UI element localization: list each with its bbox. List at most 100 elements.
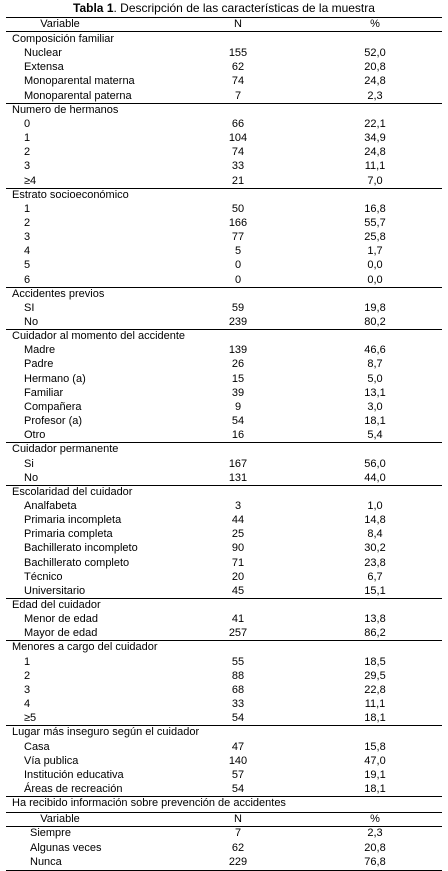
row-n: 15 [231, 372, 245, 385]
row-label: 6 [24, 273, 31, 286]
row-label: Monoparental paterna [24, 89, 132, 102]
row-pct: 13,1 [364, 386, 386, 399]
row-pct: 1,7 [367, 245, 383, 258]
row-n: 71 [231, 556, 245, 569]
row-label: Universitario [24, 584, 86, 597]
row-pct: 5,0 [367, 372, 383, 385]
row-pct: 2,3 [367, 827, 383, 840]
header-variable: Variable [40, 18, 80, 30]
row-pct: 3,0 [367, 400, 383, 413]
section-label: Edad del cuidador [12, 599, 101, 611]
rule [6, 796, 442, 798]
row-label: 3 [24, 683, 31, 696]
row-n: 47 [231, 740, 245, 753]
row-label: Siempre [30, 827, 71, 840]
row-n: 7 [234, 827, 242, 840]
row-pct: 18,1 [364, 782, 386, 795]
rule [6, 286, 442, 288]
row-label: Bachillerato completo [24, 556, 130, 569]
row-n: 5 [234, 245, 242, 258]
row-n: 44 [231, 514, 245, 527]
row-label: Áreas de recreación [24, 782, 123, 795]
row-n: 25 [231, 528, 245, 541]
row-n: 9 [234, 400, 242, 413]
row-label: Vía publica [24, 754, 79, 767]
section-label: Estrato socioeconómico [12, 188, 129, 201]
row-pct: 15,8 [364, 740, 386, 753]
row-label: 5 [24, 259, 31, 272]
row-pct: 1,0 [367, 499, 383, 512]
row-label: Analfabeta [24, 499, 77, 512]
section-label: Composición familiar [12, 33, 115, 45]
row-label: ≥4 [24, 174, 37, 187]
row-pct: 8,7 [367, 358, 383, 371]
row-label: Menor de edad [24, 613, 98, 626]
row-label: Compañera [24, 400, 82, 413]
title-label: Tabla 1 [73, 1, 114, 15]
row-pct: 24,8 [364, 75, 386, 88]
row-n: 50 [231, 202, 245, 215]
header-n: N [234, 813, 242, 826]
row-pct: 30,2 [364, 542, 386, 555]
row-pct: 6,7 [367, 570, 383, 583]
row-label: Algunas veces [30, 841, 102, 854]
row-pct: 11,1 [364, 698, 386, 711]
row-label: Primaria incompleta [24, 514, 122, 527]
rule [6, 725, 442, 727]
row-n: 257 [228, 627, 248, 640]
row-n: 33 [231, 160, 245, 173]
row-pct: 55,7 [364, 216, 386, 229]
row-n: 21 [231, 174, 245, 187]
row-pct: 47,0 [364, 754, 386, 767]
row-n: 167 [228, 457, 248, 470]
row-n: 16 [231, 429, 245, 442]
section-label: Accidentes previos [12, 287, 105, 300]
section-label: Escolaridad del cuidador [12, 485, 133, 498]
row-pct: 80,2 [364, 316, 386, 328]
row-n: 7 [234, 89, 242, 102]
row-pct: 22,8 [364, 683, 386, 696]
row-n: 88 [231, 669, 245, 682]
row-label: Madre [24, 344, 56, 357]
row-n: 3 [234, 499, 242, 512]
row-label: 3 [24, 160, 31, 173]
row-label: Institución educativa [24, 768, 124, 781]
row-n: 62 [231, 841, 245, 854]
row-n: 57 [231, 768, 245, 781]
title: Tabla 1. Descripción de las característi… [0, 1, 448, 15]
row-pct: 22,1 [364, 117, 386, 130]
row-n: 74 [231, 75, 245, 88]
row-label: 2 [24, 216, 31, 229]
rule [6, 31, 442, 32]
row-n: 90 [231, 542, 245, 555]
rule [6, 187, 442, 189]
row-pct: 18,5 [364, 655, 386, 668]
caption: Ha recibido información sobre prevención… [12, 797, 286, 810]
row-label: Otro [24, 429, 46, 442]
row-pct: 19,1 [364, 768, 386, 781]
row-label: Hermano (a) [24, 372, 86, 385]
row-pct: 20,8 [364, 841, 386, 854]
row-pct: 13,8 [364, 613, 386, 626]
row-label: Técnico [24, 570, 63, 583]
row-n: 33 [231, 698, 245, 711]
rule [6, 329, 442, 331]
row-n: 239 [228, 316, 248, 328]
row-n: 229 [228, 855, 248, 868]
row-label: Extensa [24, 61, 64, 74]
row-pct: 0,0 [367, 273, 383, 286]
rule [6, 484, 442, 486]
row-label: 1 [24, 132, 31, 145]
row-pct: 2,3 [367, 89, 383, 102]
row-label: 3 [24, 231, 31, 244]
row-pct: 25,8 [364, 231, 386, 244]
row-pct: 18,1 [364, 712, 386, 725]
row-n: 139 [228, 344, 248, 357]
rule [6, 17, 442, 18]
header-n: N [234, 18, 242, 30]
row-n: 66 [231, 117, 245, 130]
row-pct: 18,1 [364, 415, 386, 428]
row-n: 0 [234, 259, 242, 272]
row-label: Nuclear [24, 47, 62, 60]
